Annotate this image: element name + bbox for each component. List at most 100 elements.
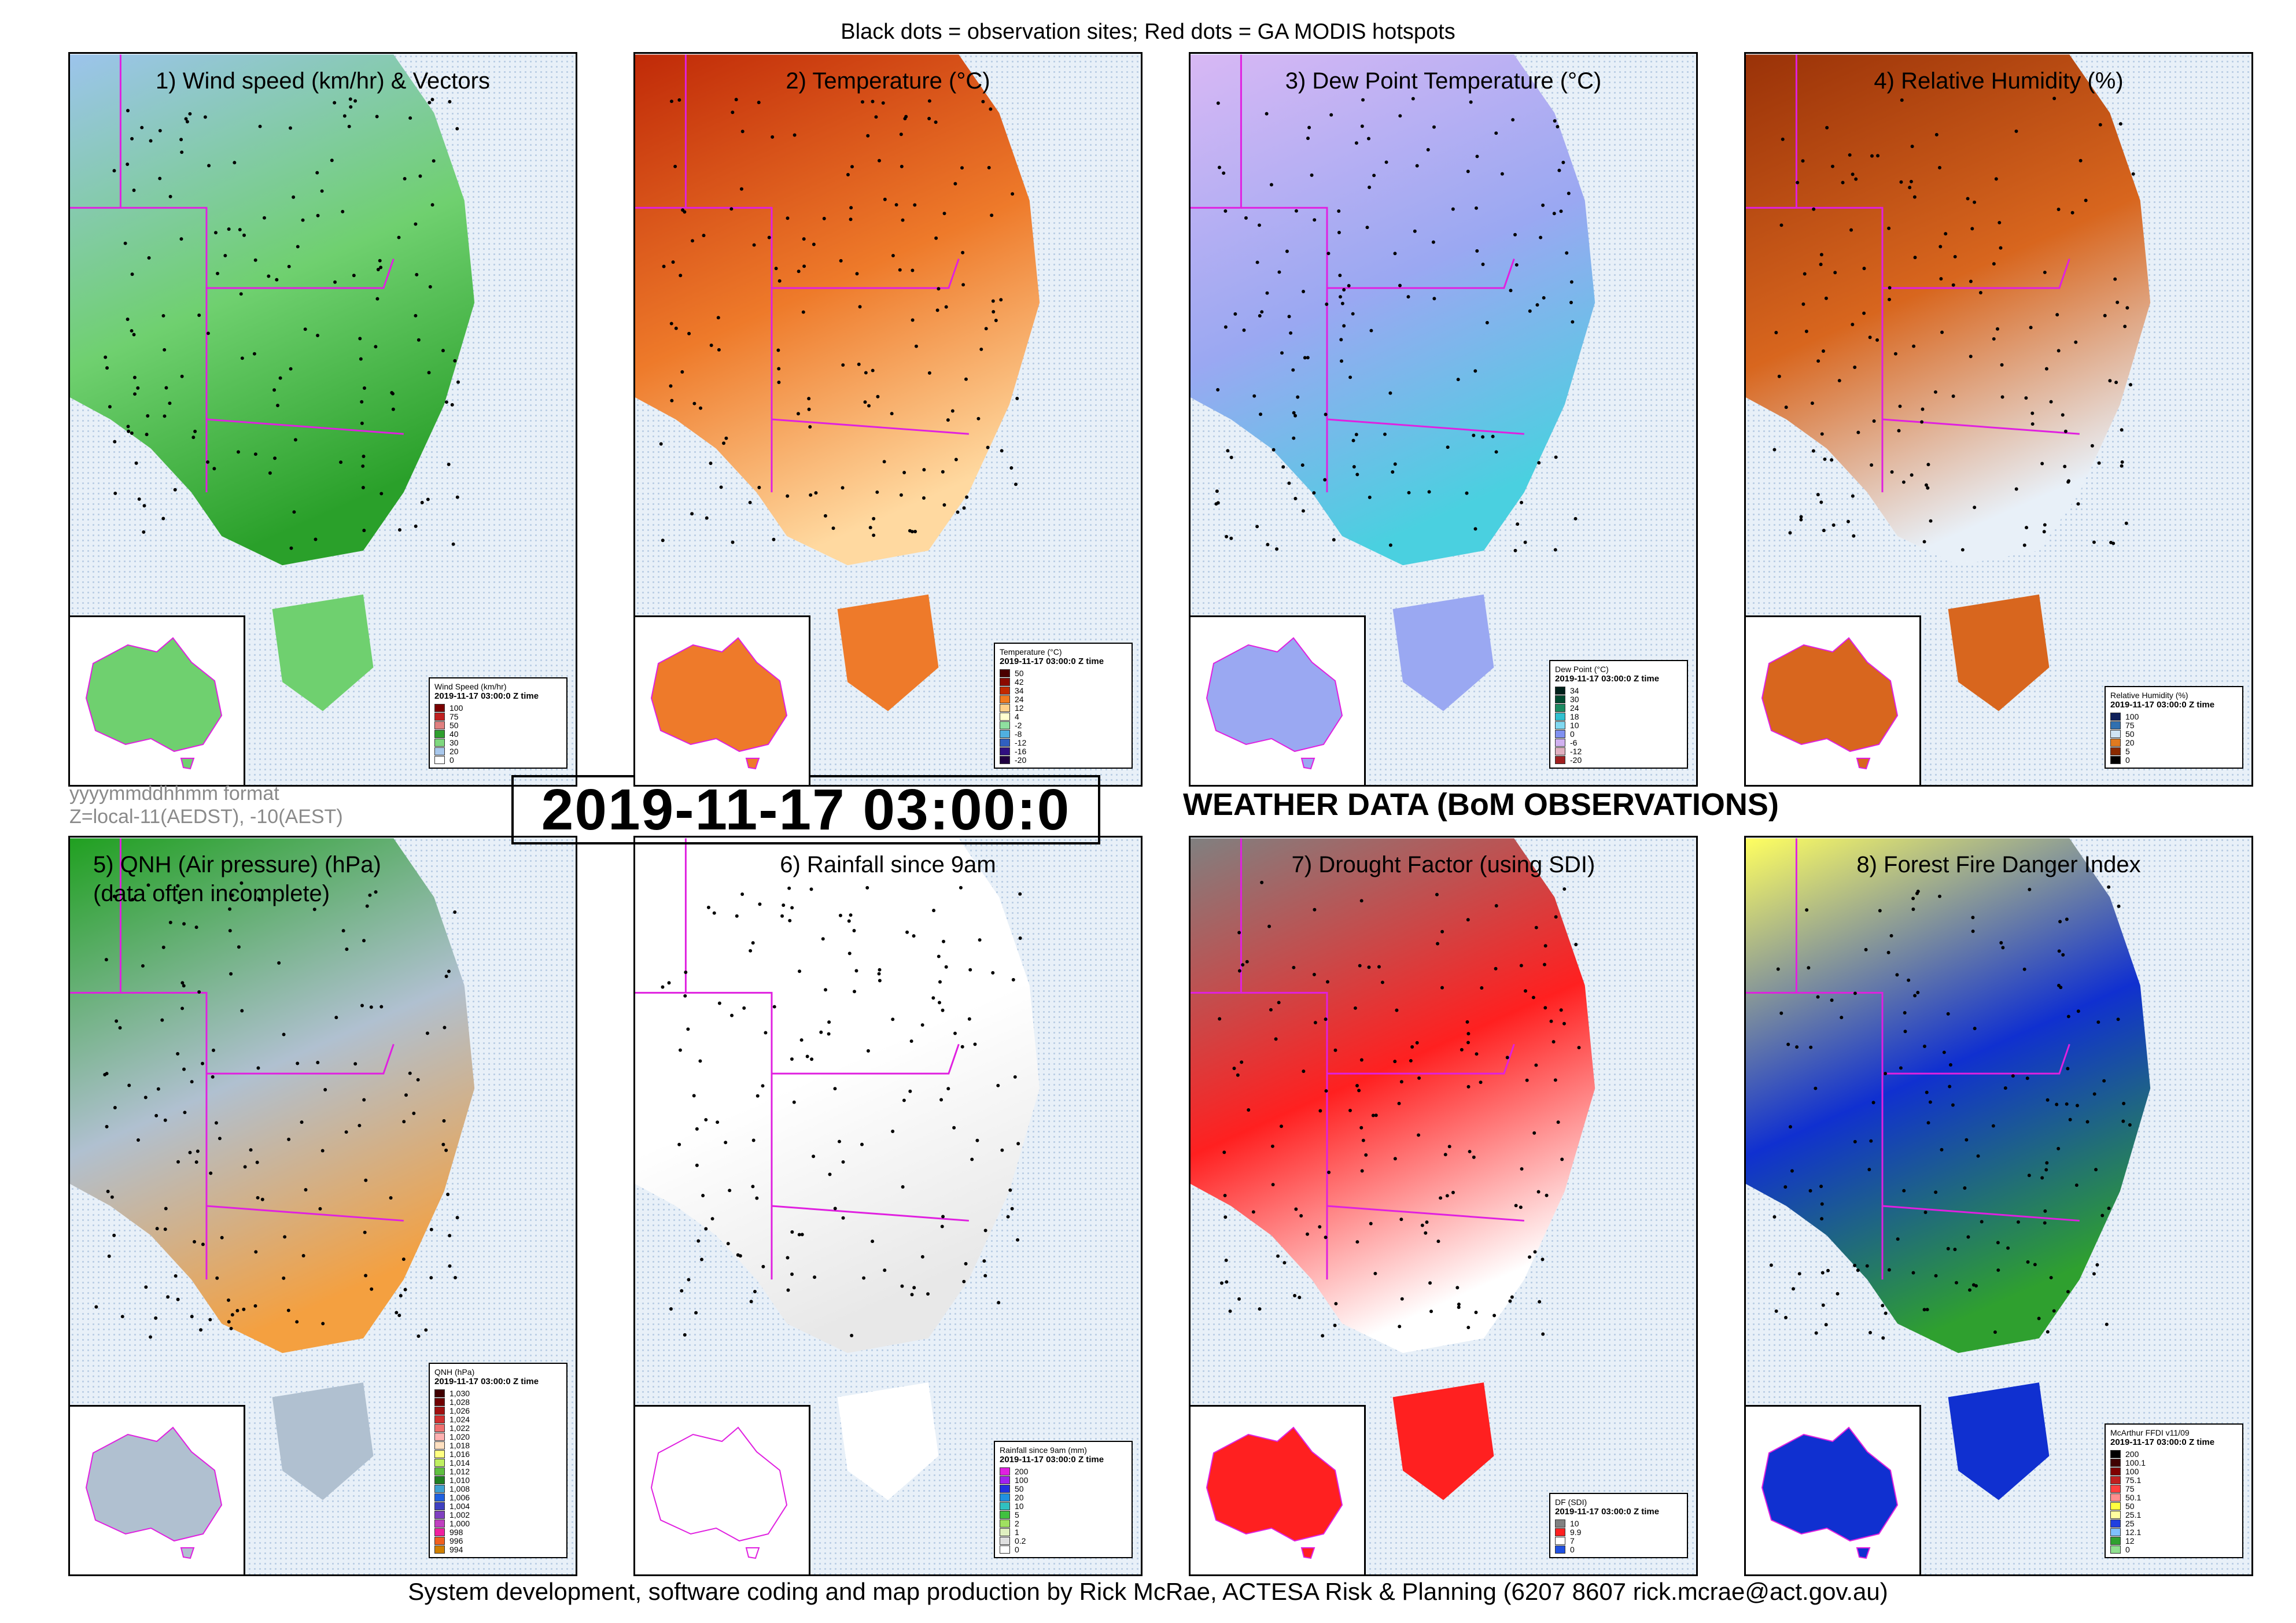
map-legend: Relative Humidity (%) 2019-11-17 03:00:0 … <box>2105 686 2243 769</box>
observation-site-dot <box>379 1005 384 1009</box>
observation-site-dot <box>212 1048 215 1052</box>
observation-site-dot <box>1552 212 1556 216</box>
observation-site-dot <box>911 268 915 272</box>
observation-site-dot <box>1460 1047 1464 1052</box>
observation-site-dot <box>414 222 418 226</box>
observation-site-dot <box>1820 1271 1825 1275</box>
observation-site-dot <box>1929 519 1933 523</box>
observation-site-dot <box>1299 1214 1303 1218</box>
observation-site-dot <box>316 334 320 337</box>
observation-site-dot <box>1359 1126 1363 1130</box>
observation-site-dot <box>1951 283 1955 287</box>
observation-site-dot <box>1327 1170 1331 1174</box>
observation-site-dot <box>2084 198 2088 202</box>
observation-site-dot <box>802 237 806 241</box>
observation-site-dot <box>1559 1008 1563 1012</box>
observation-site-dot <box>376 267 380 271</box>
observation-site-dot <box>1511 118 1515 122</box>
observation-site-dot <box>404 1093 408 1097</box>
observation-site-dot <box>1013 1075 1017 1079</box>
observation-site-dot <box>362 939 366 943</box>
observation-site-dot <box>1298 1296 1302 1300</box>
legend-swatch <box>2110 1528 2121 1536</box>
observation-site-dot <box>424 1328 428 1332</box>
observation-site-dot <box>1853 1263 1857 1267</box>
observation-site-dot <box>1556 1120 1560 1124</box>
legend-row: 25.1 <box>2110 1510 2238 1519</box>
observation-site-dot <box>425 1031 429 1035</box>
observation-site-dot <box>878 158 881 163</box>
observation-site-dot <box>1439 1196 1443 1200</box>
figure-caption: Black dots = observation sites; Red dots… <box>841 20 1455 44</box>
legend-label: 998 <box>449 1527 463 1537</box>
observation-site-dot <box>822 216 826 220</box>
observation-site-dot <box>1557 168 1561 172</box>
observation-site-dot <box>1241 963 1245 967</box>
observation-site-dot <box>374 345 378 349</box>
legend-label: 1,024 <box>449 1414 470 1424</box>
observation-site-dot <box>734 98 738 102</box>
observation-site-dot <box>260 1197 264 1201</box>
observation-site-dot <box>2006 1246 2010 1250</box>
observation-site-dot <box>2097 461 2101 465</box>
observation-site-dot <box>1545 1193 1549 1197</box>
observation-site-dot <box>1292 436 1296 440</box>
legend-row: 0.2 <box>1000 1536 1127 1545</box>
legend-title: Dew Point (°C) <box>1555 665 1609 674</box>
observation-site-dot <box>149 1335 153 1339</box>
observation-site-dot <box>196 1149 200 1153</box>
observation-site-dot <box>1881 1304 1885 1308</box>
observation-site-dot <box>1884 1072 1888 1076</box>
observation-site-dot <box>669 322 673 326</box>
observation-site-dot <box>1810 401 1814 405</box>
observation-site-dot <box>1399 1218 1403 1222</box>
observation-site-dot <box>1361 1138 1365 1142</box>
observation-site-dot <box>1000 1148 1004 1152</box>
observation-site-dot <box>1436 942 1440 946</box>
observation-site-dot <box>1223 209 1228 213</box>
observation-site-dot <box>168 194 172 198</box>
observation-site-dot <box>692 401 696 405</box>
observation-site-dot <box>197 313 201 318</box>
observation-site-dot <box>1925 1090 1929 1094</box>
observation-site-dot <box>809 887 813 891</box>
observation-site-dot <box>1901 480 1906 484</box>
observation-site-dot <box>802 264 806 268</box>
observation-site-dot <box>959 886 963 890</box>
observation-site-dot <box>1853 1139 1857 1144</box>
legend-row: 100 <box>434 703 562 713</box>
legend-label: 1,010 <box>449 1475 470 1485</box>
observation-site-dot <box>1466 1041 1470 1045</box>
observation-site-dot <box>881 101 885 105</box>
observation-site-dot <box>772 537 776 541</box>
observation-site-dot <box>339 460 343 464</box>
observation-site-dot <box>934 120 938 124</box>
observation-site-dot <box>1475 154 1479 158</box>
legend-swatch <box>2110 1510 2121 1519</box>
observation-site-dot <box>2066 1067 2070 1071</box>
legend-row: 100.1 <box>2110 1458 2238 1467</box>
observation-site-dot <box>1287 481 1291 485</box>
legend-swatch <box>434 755 445 764</box>
observation-site-dot <box>1466 1032 1471 1036</box>
observation-site-dot <box>1869 1331 1873 1334</box>
observation-site-dot <box>1289 331 1293 335</box>
observation-site-dot <box>1280 351 1284 355</box>
observation-site-dot <box>1293 414 1298 418</box>
legend-swatch <box>1555 755 1565 764</box>
observation-site-dot <box>1911 1271 1915 1275</box>
observation-site-dot <box>749 1300 753 1304</box>
observation-site-dot <box>206 460 210 464</box>
legend-label: 0 <box>1570 1544 1575 1554</box>
observation-site-dot <box>1302 1069 1306 1074</box>
legend-row: 1,014 <box>434 1458 562 1467</box>
observation-site-dot <box>1237 1297 1241 1301</box>
observation-site-dot <box>1287 315 1291 319</box>
observation-site-dot <box>1960 548 1965 552</box>
legend-swatch <box>434 747 445 755</box>
observation-site-dot <box>712 911 716 915</box>
observation-site-dot <box>1342 288 1346 292</box>
legend-title: Rainfall since 9am (mm) <box>1000 1445 1087 1455</box>
observation-site-dot <box>168 920 172 924</box>
observation-site-dot <box>347 124 351 128</box>
